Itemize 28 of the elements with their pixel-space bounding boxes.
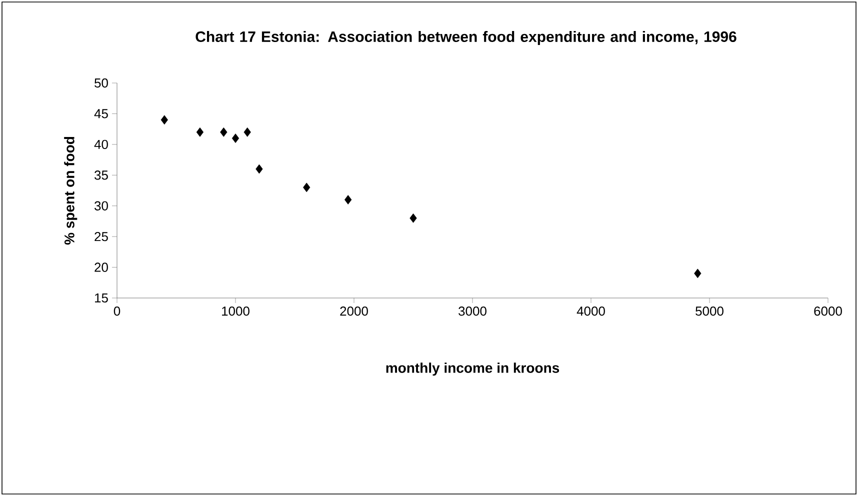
y-tick-label: 35 [94, 170, 108, 180]
point [694, 268, 702, 278]
point [344, 195, 352, 204]
point [410, 213, 417, 223]
point [232, 134, 240, 143]
point [244, 127, 251, 137]
point [303, 182, 310, 192]
y-tick-label: 20 [94, 262, 108, 272]
y-tick-label: 40 [94, 140, 108, 150]
y-tick-label: 45 [94, 109, 108, 118]
x-tick-label: 5000 [696, 306, 724, 316]
y-axis-title: % spent on food [64, 136, 78, 245]
y-tick-label: 25 [94, 232, 108, 242]
x-tick-label: 1000 [222, 306, 250, 316]
y-tick-label: 50 [94, 78, 108, 88]
x-tick-label: 0 [114, 306, 120, 316]
x-axis-title: monthly income in kroons [386, 362, 560, 376]
point [160, 115, 168, 125]
point [220, 127, 228, 137]
x-tick-label: 4000 [576, 306, 605, 316]
x-tick-label: 2000 [340, 306, 368, 316]
x-tick-label: 6000 [814, 306, 842, 316]
chart-title: Chart 17 Estonia: Association between food expenditure and income, 1996 [196, 31, 736, 45]
point [196, 127, 204, 137]
y-tick-label: 30 [94, 201, 108, 210]
x-tick-label: 3000 [458, 306, 486, 316]
y-tick-label: 15 [95, 293, 108, 303]
point [256, 164, 263, 174]
